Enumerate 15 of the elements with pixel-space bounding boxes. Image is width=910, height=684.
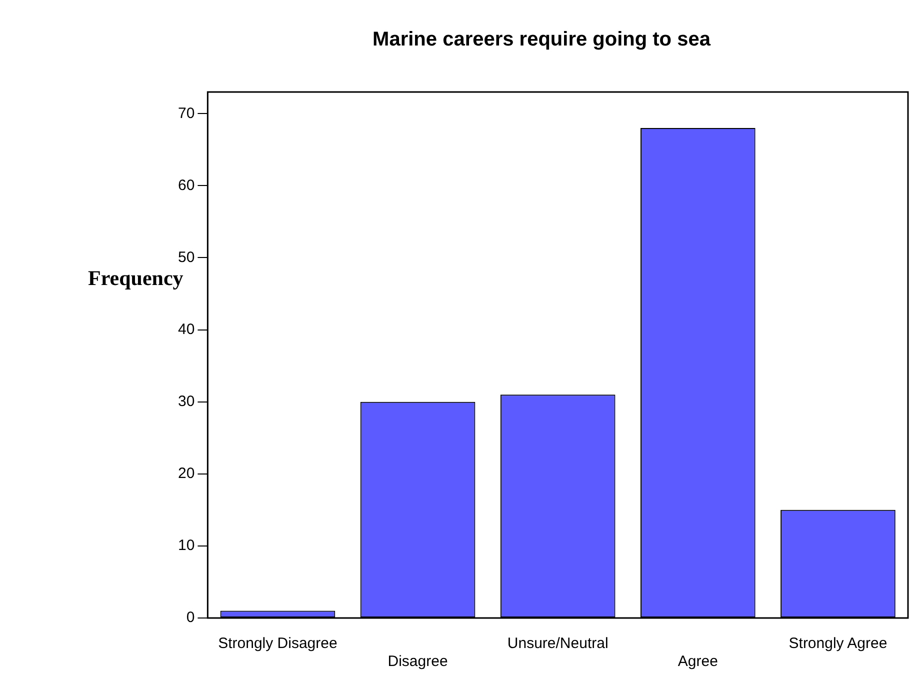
y-tick-label: 70 (178, 104, 195, 122)
x-tick-label: Unsure/Neutral (507, 635, 608, 652)
y-tick-label: 60 (178, 176, 195, 194)
y-tick-label: 0 (186, 609, 195, 626)
x-tick-label: Disagree (388, 653, 448, 670)
y-tick-label: 50 (178, 248, 195, 266)
chart-title: Marine careers require going to sea (372, 28, 712, 51)
x-tick-label: Strongly Disagree (218, 635, 338, 652)
y-tick-label: 30 (178, 392, 195, 410)
y-axis-title: Frequency (88, 266, 184, 291)
y-tick-label: 20 (178, 465, 195, 482)
x-tick-label: Strongly Agree (788, 635, 888, 652)
x-tick-label: Agree (678, 653, 718, 670)
y-tick-label: 10 (178, 537, 195, 554)
y-tick-label: 40 (178, 320, 195, 338)
